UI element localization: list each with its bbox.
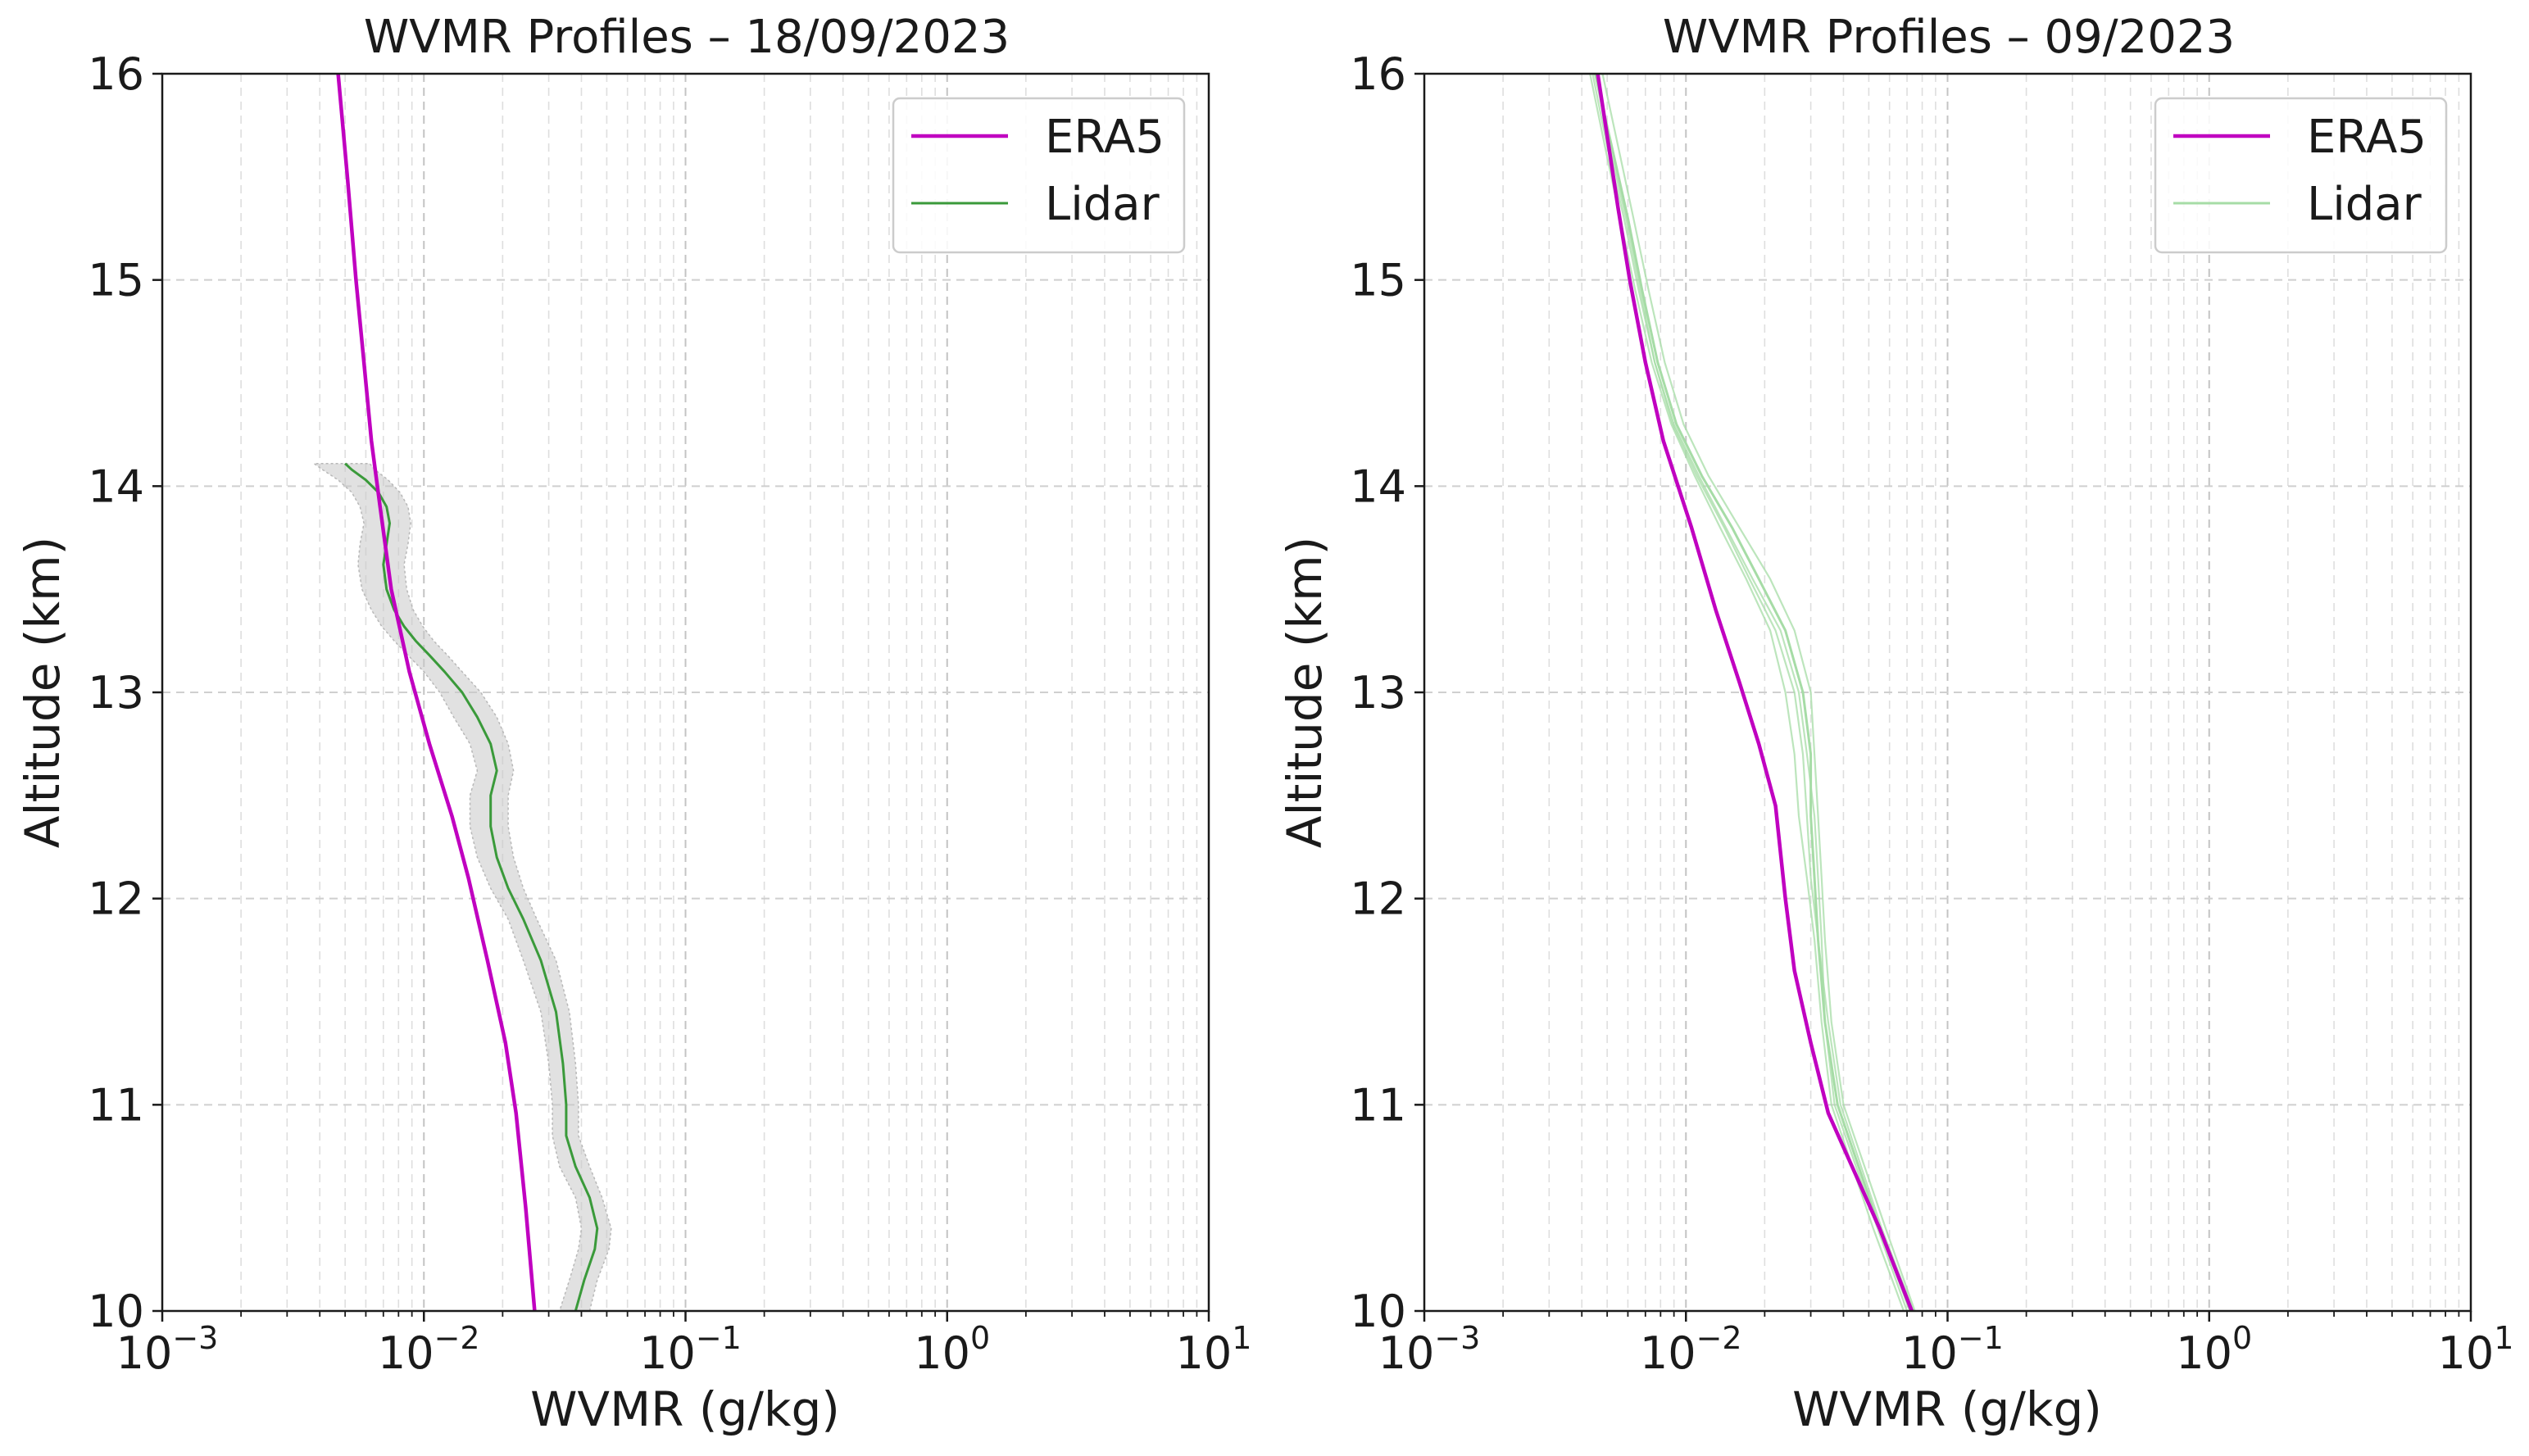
right-era5-line [1596, 73, 1914, 1312]
left-y-axis-label: Altitude (km) [15, 537, 70, 848]
left-uncertainty-band [311, 462, 612, 1312]
right-chart-title: WVMR Profiles – 09/2023 [1663, 11, 2235, 64]
right-x-tick-label: 10−3 [1378, 1320, 1481, 1379]
right-lidar-line [1594, 73, 1912, 1312]
left-y-tick-label: 15 [88, 255, 144, 306]
left-x-tick-label: 100 [914, 1320, 990, 1379]
right-legend: ERA5 Lidar [2154, 97, 2448, 254]
left-era5-line [336, 73, 537, 1312]
right-x-axis-label: WVMR (g/kg) [1792, 1381, 2102, 1437]
left-y-tick-label: 12 [88, 873, 144, 925]
right-y-tick-label: 12 [1350, 873, 1406, 925]
right-y-tick-label: 10 [1350, 1286, 1406, 1337]
left-y-tick-label: 16 [88, 48, 144, 100]
left-x-ticks: 10−3 10−2 10−1 100 101 [116, 1311, 1252, 1379]
left-chart-panel: WVMR Profiles – 18/09/2023 1011121314151… [15, 11, 1251, 1437]
right-grid [1424, 74, 2471, 1311]
left-y-tick-label: 10 [88, 1286, 144, 1337]
left-lidar-uncertainty-band [311, 462, 612, 1312]
right-y-tick-label: 13 [1350, 667, 1406, 719]
right-lidar-profile-line [1589, 73, 1905, 1312]
left-x-tick-label: 10−1 [639, 1320, 742, 1379]
right-y-tick-label: 14 [1350, 460, 1406, 512]
right-legend-era5-label: ERA5 [2307, 111, 2427, 164]
left-x-tick-label: 10−3 [116, 1320, 219, 1379]
right-y-ticks: 10 11 12 13 14 15 16 [1350, 48, 1424, 1337]
right-series [1589, 73, 1916, 1312]
left-grid [162, 74, 1209, 1311]
right-x-tick-label: 10−1 [1901, 1320, 2004, 1379]
right-y-axis-label: Altitude (km) [1277, 537, 1333, 848]
right-chart-panel: WVMR Profiles – 09/2023 10 11 12 13 14 15 16 1… [1277, 11, 2513, 1437]
left-legend: ERA5 Lidar [892, 97, 1186, 254]
right-y-tick-label: 11 [1350, 1079, 1406, 1131]
right-legend-lidar-label: Lidar [2307, 178, 2422, 231]
right-x-ticks: 10−3 10−2 10−1 100 101 [1378, 1311, 2514, 1379]
left-y-ticks: 10 11 12 13 14 15 16 [88, 48, 162, 1337]
left-legend-lidar-label: Lidar [1045, 178, 1160, 231]
left-x-axis-label: WVMR (g/kg) [530, 1381, 840, 1437]
left-series [336, 73, 599, 1312]
left-y-tick-label: 11 [88, 1079, 144, 1131]
right-y-tick-label: 16 [1350, 48, 1406, 100]
right-lidar-profile-line [1594, 73, 1914, 1312]
left-legend-era5-label: ERA5 [1045, 111, 1165, 164]
left-x-tick-label: 10−2 [378, 1320, 480, 1379]
right-x-tick-label: 100 [2176, 1320, 2252, 1379]
left-chart-title: WVMR Profiles – 18/09/2023 [364, 11, 1010, 64]
left-lidar-line [344, 462, 599, 1312]
right-y-tick-label: 15 [1350, 255, 1406, 306]
left-x-tick-label: 101 [1176, 1320, 1252, 1379]
left-y-tick-label: 13 [88, 667, 144, 719]
right-x-tick-label: 10−2 [1640, 1320, 1742, 1379]
left-y-tick-label: 14 [88, 460, 144, 512]
right-x-tick-label: 101 [2438, 1320, 2514, 1379]
right-lidar-profile-line [1601, 73, 1916, 1312]
